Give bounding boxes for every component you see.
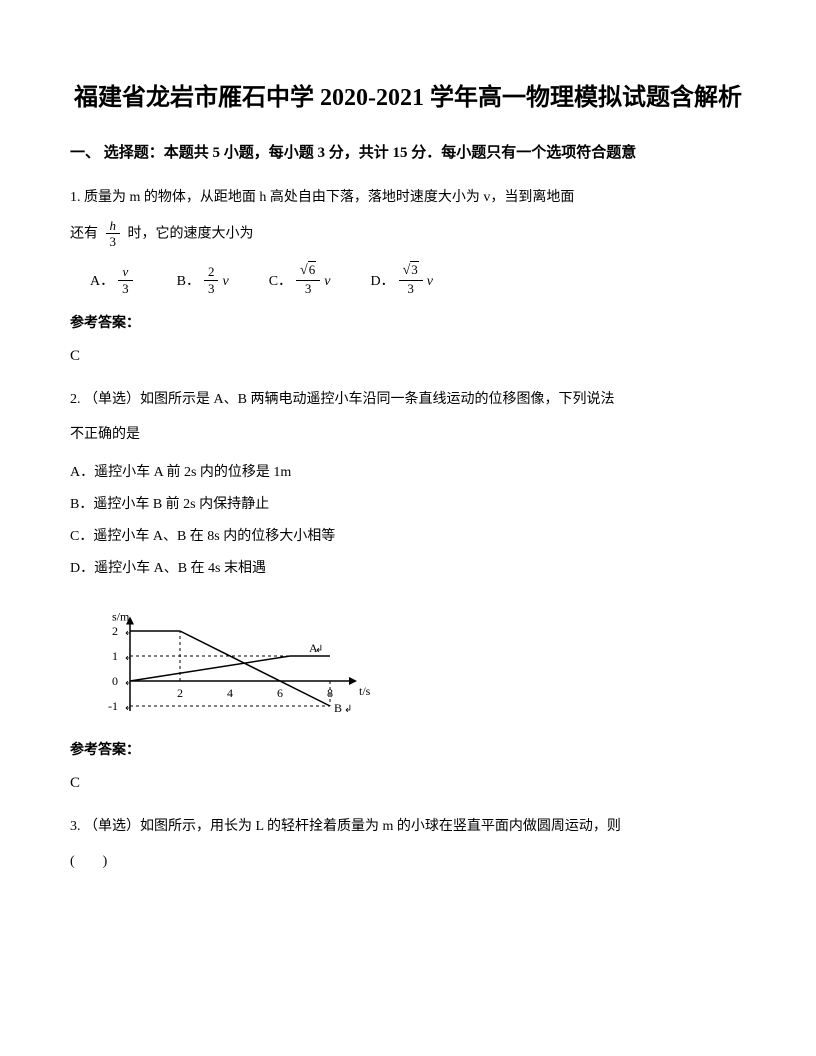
q2-opt-a: A．遥控小车 A 前 2s 内的位移是 1m [70,459,746,487]
q1-line2: 还有 h 3 时，它的速度大小为 [70,218,746,250]
svg-text:↲: ↲ [124,652,132,663]
q1-option-b: B． 2 3 v [177,264,229,296]
q3-stem: 3. （单选）如图所示，用长为 L 的轻杆拴着质量为 m 的小球在竖直平面内做圆… [70,812,746,843]
svg-text:↲: ↲ [315,644,323,655]
q2-chart: -1↲0↲1↲2↲2468s/mt/s↲A↲B↲ [90,591,746,731]
q1-answer-label: 参考答案： [70,312,746,332]
page-title: 福建省龙岩市雁石中学 2020-2021 学年高一物理模拟试题含解析 [70,80,746,116]
svg-text:↲: ↲ [124,702,132,713]
q2-opt-b: B．遥控小车 B 前 2s 内保持静止 [70,491,746,519]
svg-text:4: 4 [227,686,233,700]
q1-line2-suffix: 时，它的速度大小为 [128,226,254,241]
svg-text:↲: ↲ [124,627,132,638]
question-1: 1. 质量为 m 的物体，从距地面 h 高处自由下落，落地时速度大小为 v，当到… [70,183,746,250]
svg-text:s/m: s/m [112,609,130,623]
svg-text:-1: -1 [108,699,118,713]
svg-text:6: 6 [277,686,283,700]
q1-line1: 1. 质量为 m 的物体，从距地面 h 高处自由下落，落地时速度大小为 v，当到… [70,183,746,214]
q1-answer: C [70,348,746,365]
q1-option-d: D． 3 3 v [370,262,433,296]
question-3: 3. （单选）如图所示，用长为 L 的轻杆拴着质量为 m 的小球在竖直平面内做圆… [70,812,746,878]
svg-text:↲: ↲ [344,704,352,715]
q2-answer-label: 参考答案： [70,739,746,759]
svg-text:↲: ↲ [124,677,132,688]
svg-text:1: 1 [112,649,118,663]
q2-opt-c: C．遥控小车 A、B 在 8s 内的位移大小相等 [70,523,746,551]
q1-line2-prefix: 还有 [70,226,98,241]
q3-paren: ( ) [70,847,746,878]
displacement-chart: -1↲0↲1↲2↲2468s/mt/s↲A↲B↲ [90,591,370,731]
q2-answer: C [70,775,746,792]
q1-options: A． v 3 B． 2 3 v C． 6 3 v D． 3 [70,262,746,296]
q2-stem2: 不正确的是 [70,420,746,451]
section-header: 一、 选择题：本题共 5 小题，每小题 3 分，共计 15 分．每小题只有一个选… [70,140,746,167]
question-2: 2. （单选）如图所示是 A、B 两辆电动遥控小车沿同一条直线运动的位移图像，下… [70,385,746,451]
q2-stem1: 2. （单选）如图所示是 A、B 两辆电动遥控小车沿同一条直线运动的位移图像，下… [70,385,746,416]
svg-text:2: 2 [177,686,183,700]
q1-option-a: A． v 3 [90,264,137,296]
svg-text:0: 0 [112,674,118,688]
q2-opt-d: D．遥控小车 A、B 在 4s 末相遇 [70,555,746,583]
svg-text:2: 2 [112,624,118,638]
q1-option-c: C． 6 3 v [269,262,331,296]
svg-text:B: B [334,701,342,715]
svg-text:t/s: t/s [359,684,370,698]
frac-h3: h 3 [106,218,121,250]
